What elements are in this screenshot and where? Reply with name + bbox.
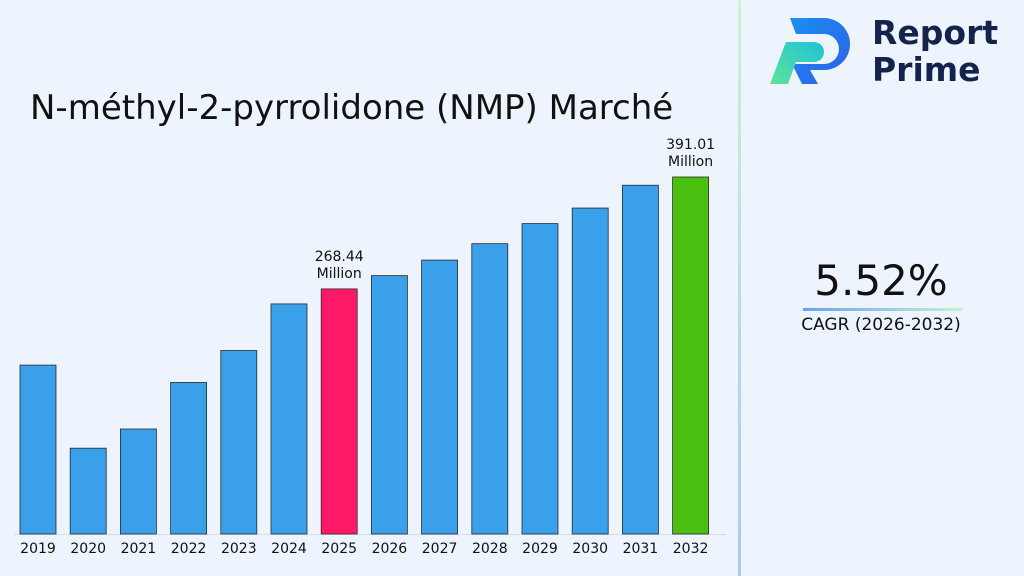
x-tick-2024: 2024 [271, 541, 307, 557]
x-tick-2029: 2029 [522, 541, 558, 557]
bar-2023 [220, 350, 258, 535]
bar-2019 [19, 364, 57, 535]
x-tick-labels: 2019 2020 2021 2022 2023 2024 2025 2026 2027 2028… [20, 541, 708, 557]
cagr-value: 5.52% [814, 256, 948, 305]
chart-title: N-méthyl-2-pyrrolidone (NMP) Marché [30, 88, 674, 128]
x-tick-2020: 2020 [70, 541, 106, 557]
bar-2020 [69, 447, 107, 535]
x-tick-2021: 2021 [121, 541, 157, 557]
panel-divider [738, 0, 741, 576]
bar-chart: 2019 2020 2021 2022 2023 2024 2025 2026 2027 2028… [14, 137, 726, 557]
bar-2026 [370, 275, 408, 535]
x-tick-2025: 2025 [321, 541, 357, 557]
x-tick-2030: 2030 [572, 541, 608, 557]
x-tick-2032: 2032 [673, 541, 709, 557]
bar-2022 [170, 382, 208, 535]
bar-2031 [622, 184, 659, 535]
bar-2021 [120, 428, 157, 535]
cagr-label: CAGR (2026-2032) [801, 315, 961, 335]
bar-2028 [471, 243, 509, 535]
x-tick-2023: 2023 [221, 541, 257, 557]
bar-2024 [270, 303, 308, 535]
brand-logo[interactable]: Report Prime [766, 14, 1006, 90]
x-tick-2019: 2019 [20, 541, 56, 557]
x-tick-2027: 2027 [422, 541, 458, 557]
x-tick-2031: 2031 [623, 541, 659, 557]
data-label-2032-unit: Million [668, 154, 713, 170]
brand-name-line1: Report [872, 13, 999, 52]
bars-group [19, 176, 709, 535]
x-tick-2028: 2028 [472, 541, 508, 557]
cagr-underline [803, 308, 963, 311]
data-label-2025-unit: Million [317, 266, 362, 282]
data-label-2025-value: 268.44 [315, 249, 364, 265]
bar-2029 [521, 223, 559, 535]
chart-area: N-méthyl-2-pyrrolidone (NMP) Marché 2019… [14, 88, 726, 557]
brand-name: Report Prime [872, 14, 998, 88]
brand-name-line2: Prime [872, 50, 981, 89]
bar-2030 [571, 207, 609, 535]
bar-2027 [421, 259, 459, 535]
data-label-2032-value: 391.01 [666, 137, 715, 153]
x-tick-2026: 2026 [372, 541, 408, 557]
bar-2025 [320, 288, 358, 535]
x-tick-2022: 2022 [171, 541, 207, 557]
report-prime-logo-icon [770, 18, 850, 84]
bar-2032 [672, 176, 709, 535]
